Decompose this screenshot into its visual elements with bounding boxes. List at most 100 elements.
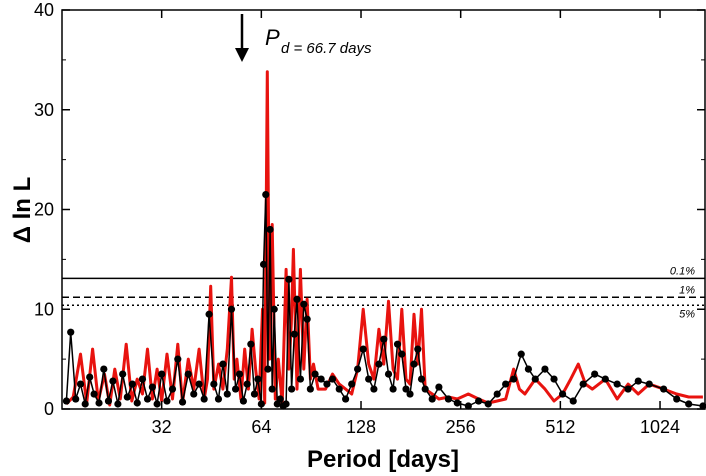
x-tick-label: 32 [152, 417, 172, 437]
data-point [178, 398, 187, 406]
data-point [613, 380, 621, 388]
data-point [300, 300, 308, 308]
data-point [123, 393, 131, 401]
annotation-arrow-head [235, 48, 249, 62]
data-point [569, 397, 577, 405]
data-point [402, 385, 410, 393]
data-point [72, 395, 80, 403]
data-point [673, 395, 681, 403]
threshold-label-1: 0.1% [670, 265, 695, 277]
data-point [502, 380, 510, 388]
data-point [168, 385, 177, 393]
data-point [282, 400, 290, 408]
data-point [579, 380, 587, 388]
data-point [114, 400, 122, 408]
data-point [531, 375, 539, 383]
data-point [323, 380, 331, 388]
data-point [247, 340, 255, 348]
data-point [370, 385, 378, 393]
data-point [254, 375, 262, 383]
data-point [384, 370, 393, 378]
axis-ticks: 32 64 128 256 512 1024 0 10 20 30 40 [34, 0, 705, 437]
data-point [493, 390, 501, 398]
data-point [90, 390, 98, 398]
data-point [685, 400, 693, 408]
data-point [354, 365, 362, 373]
data-point [290, 330, 298, 338]
data-point [266, 225, 274, 234]
data-point [86, 373, 94, 381]
y-tick-label: 0 [44, 399, 54, 419]
series-line-2 [65, 193, 704, 407]
data-point [303, 315, 311, 323]
data-point [231, 385, 240, 393]
data-point [109, 377, 117, 385]
data-point [645, 380, 653, 388]
data-point [250, 390, 259, 398]
data-point [375, 360, 383, 368]
data-point [210, 380, 218, 388]
data-point [421, 385, 429, 393]
data-point [464, 402, 472, 410]
data-point [184, 370, 192, 378]
data-point [417, 375, 426, 383]
data-point [128, 380, 136, 388]
data-point [365, 375, 373, 383]
threshold-label-2: 1% [679, 284, 695, 296]
data-point [335, 385, 343, 393]
data-point [133, 399, 141, 407]
data-point [270, 305, 278, 313]
data-point [143, 395, 152, 403]
data-point [541, 365, 549, 373]
x-tick-label: 512 [545, 417, 575, 437]
data-point [634, 377, 642, 385]
data-point [138, 375, 147, 383]
x-axis-title: Period [days] [307, 446, 459, 473]
y-tick-label: 20 [34, 200, 54, 220]
data-point [163, 397, 171, 405]
x-tick-label: 1024 [640, 417, 680, 437]
data-point [348, 380, 356, 388]
y-axis-title: Δ ln L [9, 177, 36, 244]
data-point [174, 355, 182, 363]
period-annotation: P d = 66.7 days [235, 14, 372, 62]
data-point [190, 390, 198, 398]
data-point [264, 365, 272, 373]
data-point [484, 400, 492, 408]
annotation-symbol: P [265, 25, 280, 50]
data-point [268, 385, 276, 393]
x-tick-label: 256 [446, 417, 476, 437]
y-tick-label: 40 [34, 0, 54, 20]
data-point [235, 370, 244, 378]
data-point [414, 345, 422, 353]
data-point [444, 395, 452, 403]
data-point [517, 350, 525, 358]
y-tick-label: 30 [34, 100, 54, 120]
data-point [276, 395, 284, 403]
data-point [389, 385, 397, 393]
data-point [153, 400, 161, 408]
x-tick-label: 128 [346, 417, 376, 437]
data-point [475, 397, 483, 405]
data-point [524, 365, 533, 373]
data-point [601, 375, 609, 383]
data-point [119, 370, 127, 378]
data-point [510, 375, 518, 383]
series-layer [62, 70, 706, 410]
data-point [558, 390, 567, 398]
data-point [410, 360, 418, 368]
data-point [158, 370, 166, 378]
threshold-label-3: 5% [679, 308, 695, 320]
data-point [359, 345, 367, 353]
data-point [227, 305, 236, 313]
data-point [393, 340, 402, 348]
data-point [435, 383, 443, 391]
data-point [200, 395, 208, 403]
data-point [398, 350, 406, 358]
data-point [259, 260, 268, 268]
data-point [76, 380, 85, 388]
data-point [243, 380, 251, 388]
x-tick-label: 64 [251, 417, 271, 437]
data-point [104, 397, 113, 405]
